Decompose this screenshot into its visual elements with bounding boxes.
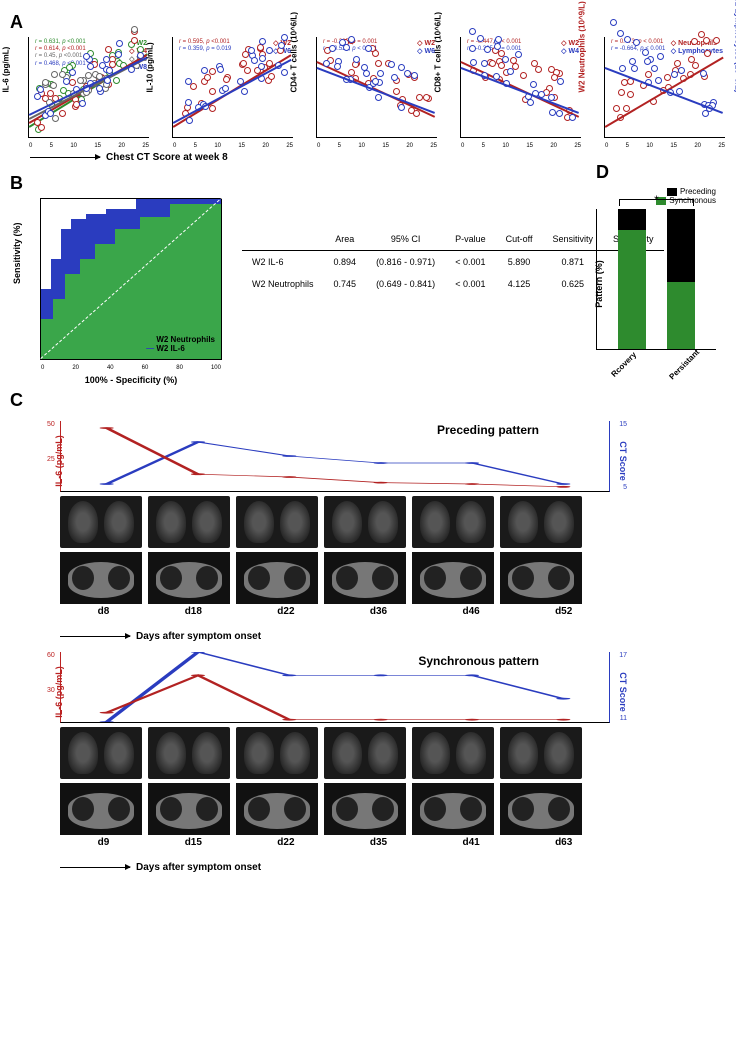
panel-c-label: C bbox=[10, 390, 726, 411]
synchronous-days: d9d15d22d35d41d63 bbox=[60, 837, 610, 848]
ct-coronal bbox=[60, 727, 142, 779]
scatter-3: r = -0.385, p = 0.001r = -0.532, p < 0.0… bbox=[298, 37, 436, 138]
combo-yright: CT Score bbox=[618, 441, 628, 481]
days-label-2: Days after symptom onset bbox=[136, 862, 261, 873]
ct-coronal bbox=[412, 496, 494, 548]
ylabel: IL-10 (pg/mL) bbox=[146, 42, 155, 92]
ct-axial bbox=[148, 552, 230, 604]
ct-axial bbox=[148, 783, 230, 835]
series-labels: ◇ W2◇ W4 bbox=[561, 39, 579, 55]
ct-axial-strip-1 bbox=[60, 552, 610, 604]
ct-axial bbox=[412, 552, 494, 604]
ct-axial bbox=[236, 783, 318, 835]
ct-coronal bbox=[500, 496, 582, 548]
days-label-1: Days after symptom onset bbox=[136, 631, 261, 642]
scatter-2: r = 0.595, p <0.001r = 0.359, p = 0.019◇… bbox=[154, 37, 292, 138]
combo-yright2: CT Score bbox=[618, 672, 628, 712]
ct-coronal bbox=[148, 496, 230, 548]
ct-axial-strip-2 bbox=[60, 783, 610, 835]
arrow-icon bbox=[60, 867, 130, 868]
ylabel: CD8+ T cells (10^6/L) bbox=[434, 12, 443, 92]
panel-d-label: D bbox=[596, 162, 716, 183]
stacked-bar bbox=[667, 209, 695, 349]
legend-preceding: Preceding bbox=[680, 187, 716, 196]
ct-coronal bbox=[500, 727, 582, 779]
synchronous-block: IL-6 (pg/mL) CT Score Synchronous patter… bbox=[60, 652, 610, 873]
scatter-1: r = 0.631, p <0.001r = 0.614, p <0.001r … bbox=[10, 37, 148, 138]
stacked-bar-chart: Pattern (%) * bbox=[596, 209, 716, 350]
ct-coronal-strip-2 bbox=[60, 727, 610, 779]
preceding-block: IL-6 (pg/mL) CT Score Preceding pattern … bbox=[60, 421, 610, 642]
preceding-days: d8d18d22d36d46d52 bbox=[60, 606, 610, 617]
panel-a-xlabel-text: Chest CT Score at week 8 bbox=[106, 152, 228, 163]
arrow-icon bbox=[30, 157, 100, 158]
ct-axial bbox=[60, 552, 142, 604]
scatter-legend: r = 0.631, p <0.001r = 0.614, p <0.001r … bbox=[35, 39, 86, 68]
arrow-icon bbox=[60, 636, 130, 637]
panel-d-ylabel: Pattern (%) bbox=[594, 260, 604, 308]
ct-axial bbox=[500, 783, 582, 835]
ct-axial bbox=[324, 552, 406, 604]
synchronous-chart: IL-6 (pg/mL) CT Score Synchronous patter… bbox=[60, 652, 610, 723]
panel-d: D Preceding Synchronous Pattern (%) * Rc… bbox=[596, 160, 716, 369]
ct-coronal bbox=[236, 727, 318, 779]
ct-axial bbox=[236, 552, 318, 604]
roc-xlabel: 100% - Specificity (%) bbox=[41, 375, 221, 385]
ct-coronal bbox=[324, 727, 406, 779]
roc-legend-green: W2 Neutrophils bbox=[156, 335, 215, 344]
ct-coronal bbox=[148, 727, 230, 779]
roc-ylabel: Sensitivity (%) bbox=[12, 222, 22, 284]
ct-axial bbox=[412, 783, 494, 835]
ct-coronal bbox=[236, 496, 318, 548]
ylabel: IL-6 (pg/mL) bbox=[2, 46, 11, 92]
stacked-bar bbox=[618, 209, 646, 349]
roc-legend-blue: W2 IL-6 bbox=[156, 344, 184, 353]
panel-d-xlabels: RcoveryPersistant bbox=[596, 350, 716, 369]
roc-legend: — W2 Neutrophils — W2 IL-6 bbox=[146, 335, 215, 353]
scatter-4: r = -0.447, p < 0.001r = -0.385, p = 0.0… bbox=[442, 37, 580, 138]
ct-coronal-strip-1 bbox=[60, 496, 610, 548]
ylabel: W2 Neutrophils (10^9/L) bbox=[578, 1, 587, 92]
roc-plot: — W2 Neutrophils — W2 IL-6 Sensitivity (… bbox=[40, 198, 222, 360]
ylabel: CD4+ T cells (10^6/L) bbox=[290, 12, 299, 92]
significance-star: * bbox=[654, 193, 659, 207]
series-labels: ◇ W2◇ W6 bbox=[417, 39, 435, 55]
preceding-chart: IL-6 (pg/mL) CT Score Preceding pattern … bbox=[60, 421, 610, 492]
ct-coronal bbox=[412, 727, 494, 779]
scatter-5: r = 0.473, p < 0.001r = -0.664, p < 0.00… bbox=[586, 37, 724, 138]
ct-axial bbox=[60, 783, 142, 835]
scatter-legend: r = 0.595, p <0.001r = 0.359, p = 0.019 bbox=[179, 39, 231, 53]
panel-a-row: r = 0.631, p <0.001r = 0.614, p <0.001r … bbox=[10, 37, 726, 138]
ct-coronal bbox=[324, 496, 406, 548]
ct-axial bbox=[500, 552, 582, 604]
ct-coronal bbox=[60, 496, 142, 548]
ct-axial bbox=[324, 783, 406, 835]
